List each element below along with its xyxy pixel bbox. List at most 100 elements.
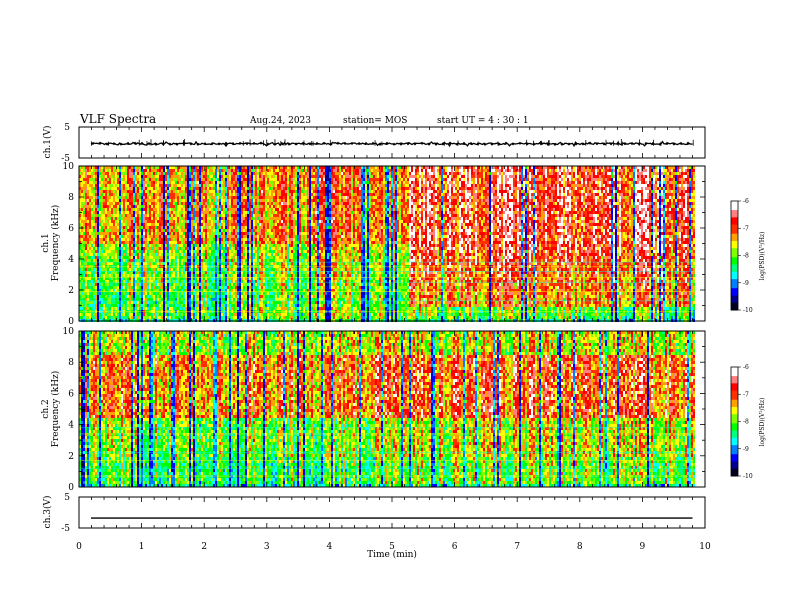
spectrogram-cell [139,205,141,208]
spectrogram-cell [97,208,99,211]
spectrogram-cell [131,286,133,289]
spectrogram-cell [81,253,83,256]
spectrogram-cell [99,172,101,175]
spectrogram-cell [137,217,139,220]
spectrogram-cell [81,217,83,220]
spectrogram-cell [97,214,99,217]
spectrogram-cell [89,244,91,247]
spectrogram-cell [133,226,135,229]
spectrogram-cell [103,292,105,295]
spectrogram-cell [119,220,121,223]
spectrogram-cell [101,301,103,304]
spectrogram-cell [133,202,135,205]
spectrogram-cell [113,223,115,226]
spectrogram-cell [115,202,117,205]
spectrogram-cell [143,229,145,232]
spectrogram-cell [103,190,105,193]
spectrogram-cell [99,268,101,271]
spectrogram-cell [119,292,121,295]
spectrogram-cell [133,181,135,184]
spectrogram-cell [93,226,95,229]
spectrogram-cell [127,229,129,232]
spectrogram-cell [131,313,133,316]
spectrogram-cell [121,187,123,190]
spectrogram-cell [97,172,99,175]
spectrogram-cell [141,247,143,250]
ch1-voltage-marker [252,142,255,145]
spectrogram-cell [123,211,125,214]
spectrogram-cell [85,193,87,196]
spectrogram-cell [133,307,135,310]
spectrogram-cell [81,292,83,295]
spectrogram-cell [139,181,141,184]
spectrogram-cell [123,187,125,190]
spectrogram-cell [95,316,97,319]
spectrogram-cell [93,169,95,172]
spectrogram-cell [97,283,99,286]
spectrogram-cell [95,178,97,181]
spectrogram-cell [123,283,125,286]
spectrogram-cell [109,304,111,307]
spectrogram-cell [113,241,115,244]
spectrogram-cell [119,229,121,232]
spectrogram-cell [137,184,139,187]
spectrogram-cell [105,301,107,304]
spectrogram-cell [125,235,127,238]
spectrogram-cell [131,229,133,232]
spectrogram-cell [89,304,91,307]
spectrogram-cell [117,253,119,256]
spectrogram-cell [121,313,123,316]
spectrogram-cell [141,229,143,232]
spectrogram-cell [95,304,97,307]
spectrogram-cell [93,181,95,184]
spectrogram-cell [137,301,139,304]
spectrogram-cell [143,202,145,205]
spectrogram-cell [91,253,93,256]
spectrogram-cell [101,199,103,202]
spectrogram-cell [95,313,97,316]
spectrogram-cell [135,238,137,241]
spectrogram-cell [85,187,87,190]
spectrogram-cell [115,235,117,238]
spectrogram-cell [85,250,87,253]
spectrogram-cell [109,190,111,193]
spectrogram-cell [95,232,97,235]
spectrogram-cell [129,286,131,289]
spectrogram-cell [89,184,91,187]
spectrogram-cell [121,199,123,202]
spectrogram-cell [83,274,85,277]
spectrogram-cell [131,223,133,226]
spectrogram-cell [121,211,123,214]
spectrogram-cell [85,229,87,232]
spectrogram-cell [89,238,91,241]
spectrogram-cell [113,244,115,247]
spectrogram-cell [81,172,83,175]
spectrogram-cell [137,214,139,217]
spectrogram-cell [83,232,85,235]
spectrogram-cell [99,235,101,238]
spectrogram-cell [141,244,143,247]
spectrogram-cell [139,220,141,223]
spectrogram-cell [119,172,121,175]
spectrogram-cell [87,205,89,208]
spectrogram-cell [135,235,137,238]
spectrogram-cell [127,175,129,178]
spectrogram-cell [103,286,105,289]
spectrogram-cell [125,301,127,304]
ch1-voltage-marker [336,142,339,145]
spectrogram-cell [83,202,85,205]
spectrogram-cell [139,316,141,319]
spectrogram-cell [101,244,103,247]
spectrogram-cell [125,187,127,190]
spectrogram-cell [83,307,85,310]
spectrogram-cell [135,241,137,244]
spectrogram-cell [141,235,143,238]
spectrogram-cell [85,226,87,229]
spectrogram-cell [141,214,143,217]
spectrogram-cell [129,292,131,295]
spectrogram-cell [83,175,85,178]
spectrogram-cell [137,253,139,256]
spectrogram-cell [87,256,89,259]
spectrogram-cell [101,172,103,175]
spectrogram-cell [135,175,137,178]
